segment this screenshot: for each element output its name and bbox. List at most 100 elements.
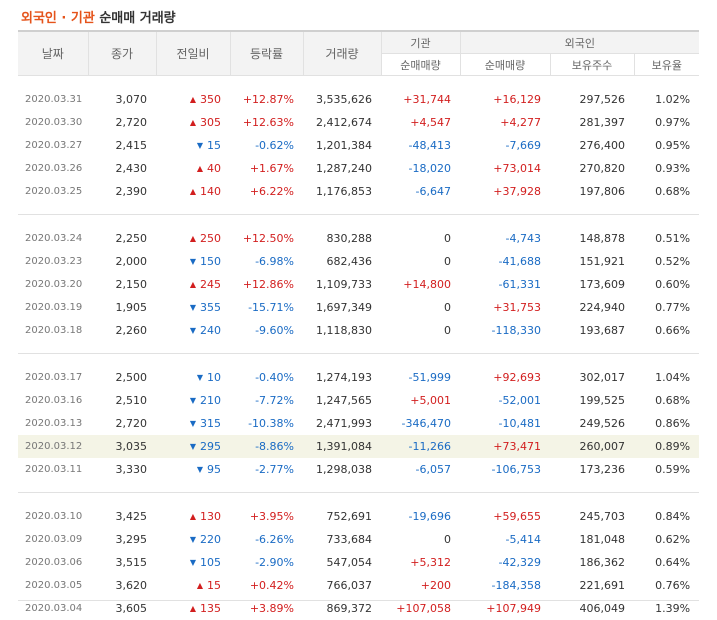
triangle-down-icon: ▼: [190, 419, 196, 428]
cell-volume: 1,109,733: [303, 273, 381, 296]
cell-close: 2,250: [88, 227, 156, 250]
table-spacer: [18, 354, 699, 367]
cell-close: 2,150: [88, 273, 156, 296]
cell-change: ▼315: [156, 412, 230, 435]
cell-date: 2020.03.23: [18, 250, 88, 273]
cell-date: 2020.03.18: [18, 319, 88, 342]
cell-volume: 766,037: [303, 574, 381, 597]
cell-change: ▼355: [156, 296, 230, 319]
cell-rate: -0.40%: [230, 366, 303, 389]
cell-volume: 733,684: [303, 528, 381, 551]
cell-date: 2020.03.20: [18, 273, 88, 296]
header-hold-ratio: 보유율: [634, 54, 699, 76]
cell-foreign-net: -118,330: [460, 319, 550, 342]
cell-change: ▼240: [156, 319, 230, 342]
cell-foreign-net: -7,669: [460, 134, 550, 157]
triangle-up-icon: ▲: [197, 581, 203, 590]
cell-inst-net: -48,413: [381, 134, 460, 157]
header-close: 종가: [88, 31, 156, 76]
cell-date: 2020.03.19: [18, 296, 88, 319]
cell-close: 2,000: [88, 250, 156, 273]
cell-rate: -2.77%: [230, 458, 303, 481]
header-holdings: 보유주수: [550, 54, 634, 76]
cell-close: 2,430: [88, 157, 156, 180]
cell-change: ▲40: [156, 157, 230, 180]
cell-change-value: 130: [200, 510, 221, 523]
header-inst-net: 순매매량: [381, 54, 460, 76]
cell-rate: -7.72%: [230, 389, 303, 412]
cell-close: 3,515: [88, 551, 156, 574]
cell-rate: +6.22%: [230, 180, 303, 203]
cell-holdings: 224,940: [550, 296, 634, 319]
group-divider: [18, 481, 699, 493]
cell-holdings: 270,820: [550, 157, 634, 180]
cell-date: 2020.03.11: [18, 458, 88, 481]
triangle-down-icon: ▼: [190, 303, 196, 312]
cell-foreign-net: -52,001: [460, 389, 550, 412]
cell-volume: 830,288: [303, 227, 381, 250]
cell-holdings: 245,703: [550, 505, 634, 528]
cell-foreign-net: -5,414: [460, 528, 550, 551]
cell-volume: 1,287,240: [303, 157, 381, 180]
cell-foreign-net: -184,358: [460, 574, 550, 597]
cell-close: 3,425: [88, 505, 156, 528]
cell-holdings: 173,236: [550, 458, 634, 481]
cell-close: 3,035: [88, 435, 156, 458]
cell-change-value: 105: [200, 556, 221, 569]
cell-change: ▲350: [156, 88, 230, 111]
cell-hold-ratio: 0.93%: [634, 157, 699, 180]
cell-change: ▲250: [156, 227, 230, 250]
cell-change-value: 240: [200, 324, 221, 337]
header-change: 전일비: [156, 31, 230, 76]
cell-date: 2020.03.17: [18, 366, 88, 389]
cell-rate: +12.50%: [230, 227, 303, 250]
cell-volume: 1,201,384: [303, 134, 381, 157]
cell-change-value: 15: [207, 579, 221, 592]
cell-inst-net: -11,266: [381, 435, 460, 458]
triangle-down-icon: ▼: [190, 442, 196, 451]
cell-holdings: 276,400: [550, 134, 634, 157]
cell-holdings: 151,921: [550, 250, 634, 273]
cell-rate: +12.63%: [230, 111, 303, 134]
cell-holdings: 181,048: [550, 528, 634, 551]
cell-hold-ratio: 0.64%: [634, 551, 699, 574]
cell-change: ▼ 295: [156, 435, 230, 458]
cell-hold-ratio: 1.04%: [634, 366, 699, 389]
cell-rate: -2.90%: [230, 551, 303, 574]
cell-change: ▲ 15: [156, 574, 230, 597]
cell-close: 3,295: [88, 528, 156, 551]
cell-inst-net: 0: [381, 528, 460, 551]
triangle-up-icon: ▲: [190, 604, 196, 613]
cell-date: 2020.03.12: [18, 435, 88, 458]
cell-foreign-net: +59,655: [460, 505, 550, 528]
cell-close: 2,415: [88, 134, 156, 157]
cell-rate: -6.98%: [230, 250, 303, 273]
cell-volume: 682,436: [303, 250, 381, 273]
panel-title-rest: 순매매 거래량: [99, 11, 175, 26]
cell-rate: -15.71%: [230, 296, 303, 319]
cell-change-value: 210: [200, 394, 221, 407]
cell-hold-ratio: 0.77%: [634, 296, 699, 319]
cell-change-value: 220: [200, 533, 221, 546]
cell-holdings: 281,397: [550, 111, 634, 134]
cell-change-value: 305: [200, 116, 221, 129]
header-date: 날짜: [18, 31, 88, 76]
cell-rate: +1.67%: [230, 157, 303, 180]
cell-rate: -10.38%: [230, 412, 303, 435]
triangle-up-icon: ▲: [190, 280, 196, 289]
cell-change-value: 15: [207, 139, 221, 152]
triangle-down-icon: ▼: [190, 558, 196, 567]
cell-change-value: 245: [200, 278, 221, 291]
cell-change-value: 295: [200, 440, 221, 453]
cell-change: ▼95: [156, 458, 230, 481]
